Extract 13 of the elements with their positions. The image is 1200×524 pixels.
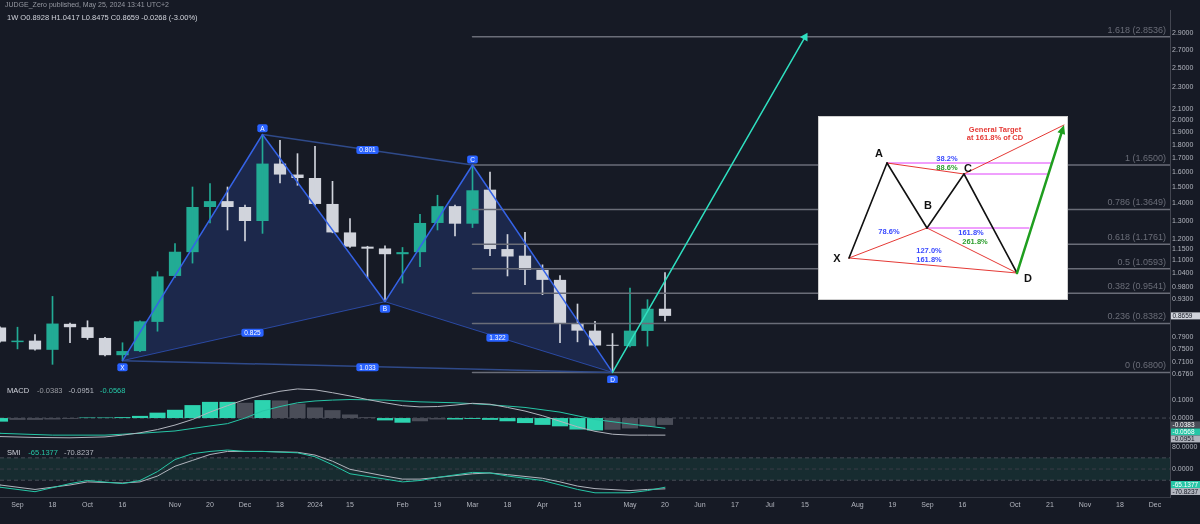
series-label: 1 (1.6500) <box>1124 152 1166 163</box>
series-label: 0.618 (1.1761) <box>1107 232 1166 243</box>
series-label: 0.786 (1.3649) <box>1107 197 1166 208</box>
series-label: 0.5 (1.0593) <box>1117 256 1166 267</box>
series-label: 0.382 (0.9541) <box>1107 281 1166 292</box>
annotation: D <box>1024 272 1033 284</box>
series-label: 0.236 (0.8382) <box>1107 311 1166 322</box>
annotation: X <box>833 252 842 264</box>
series-label: 0 (0.6800) <box>1124 360 1166 371</box>
series-label: 1.618 (2.8536) <box>1107 24 1166 35</box>
annotation: A <box>875 147 884 159</box>
annotation: C <box>964 162 973 174</box>
annotation: B <box>924 199 933 211</box>
